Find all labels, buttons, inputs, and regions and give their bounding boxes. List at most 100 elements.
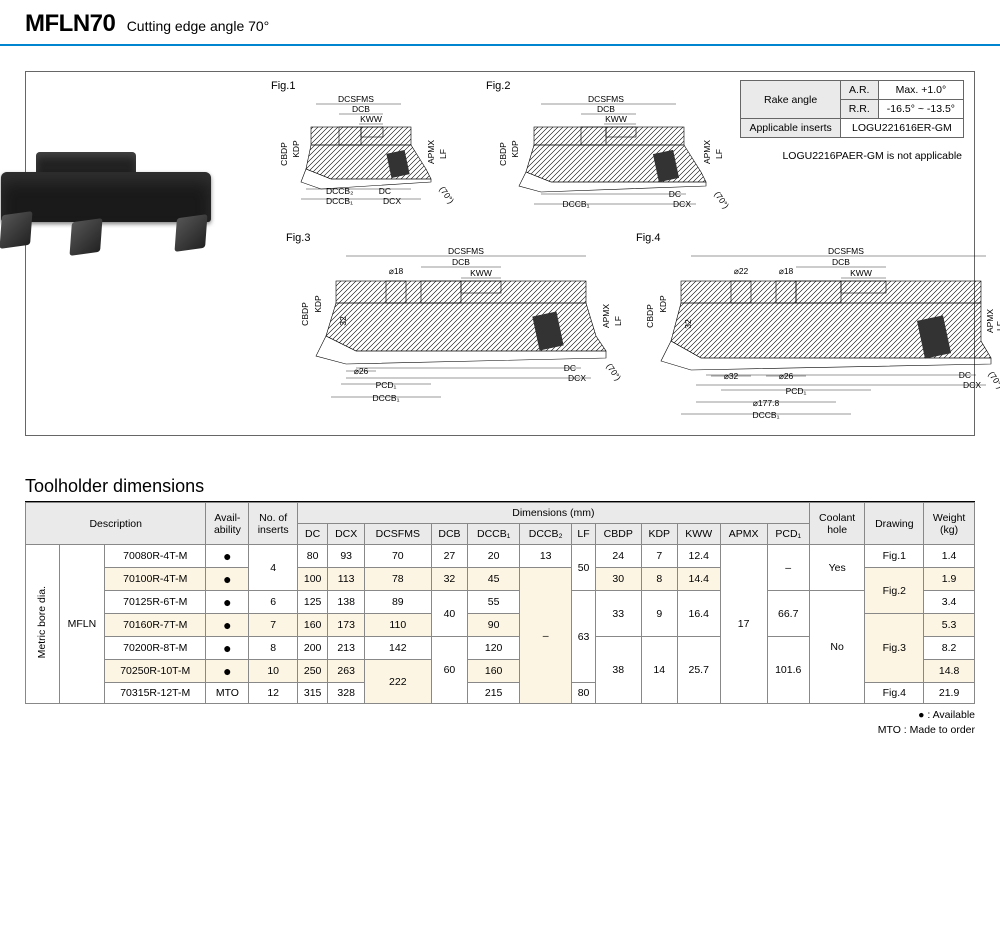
svg-text:DCX: DCX — [383, 196, 401, 206]
svg-text:DCSFMS: DCSFMS — [588, 94, 624, 104]
svg-text:(70°): (70°) — [604, 361, 623, 382]
svg-text:PCD₁: PCD₁ — [786, 386, 807, 396]
dimensions-section: Toolholder dimensions Description Avail-… — [25, 476, 975, 704]
legend-mto: MTO : Made to order — [25, 723, 975, 738]
svg-text:⌀18: ⌀18 — [389, 266, 404, 276]
code-cell: 70100R-4T-M — [105, 568, 206, 591]
series-label: MFLN — [59, 545, 104, 704]
inserts-value: LOGU221616ER-GM — [840, 119, 963, 138]
svg-text:KDP: KDP — [291, 140, 301, 158]
svg-text:32: 32 — [683, 319, 693, 329]
group-label: Metric bore dia. — [26, 545, 60, 704]
svg-text:PCD₁: PCD₁ — [376, 380, 397, 390]
svg-text:(70°): (70°) — [712, 189, 731, 210]
svg-text:CBDP: CBDP — [498, 142, 508, 166]
col-lf: LF — [572, 524, 595, 545]
svg-text:DCCB₁: DCCB₁ — [563, 199, 590, 209]
svg-text:(70°): (70°) — [437, 184, 456, 205]
figure-3: Fig.3 DCSFMS DCB ⌀18 KWW KDP CBDP 32 APM… — [286, 232, 626, 424]
figure-2: Fig.2 DCSFMS DCB KWW KDP CBDP APMX LF (7… — [486, 80, 746, 217]
svg-text:DC: DC — [379, 186, 391, 196]
svg-text:⌀22: ⌀22 — [734, 266, 749, 276]
svg-text:32: 32 — [338, 316, 348, 326]
svg-text:KWW: KWW — [470, 268, 492, 278]
code-cell: 70200R-8T-M — [105, 637, 206, 660]
col-dimensions-group: Dimensions (mm) — [297, 503, 809, 524]
code-cell: 70315R-12T-M — [105, 683, 206, 704]
fig2-label: Fig.2 — [486, 80, 746, 92]
col-weight: Weight (kg) — [924, 503, 975, 545]
fig4-label: Fig.4 — [636, 232, 996, 244]
svg-text:KWW: KWW — [605, 114, 627, 124]
col-pcd1: PCD₁ — [767, 524, 809, 545]
col-dcb: DCB — [431, 524, 468, 545]
svg-text:CBDP: CBDP — [300, 302, 310, 326]
code-cell: 70080R-4T-M — [105, 545, 206, 568]
diagram-panel: Fig.1 DCSFMS DCB KWW KDP CBDP APMX LF (7… — [25, 71, 975, 436]
fig1-label: Fig.1 — [271, 80, 471, 92]
svg-text:CBDP: CBDP — [645, 304, 655, 328]
col-dcx: DCX — [328, 524, 365, 545]
svg-text:LF: LF — [438, 149, 448, 159]
product-photo — [1, 152, 231, 302]
svg-text:DCSFMS: DCSFMS — [828, 246, 864, 256]
svg-text:KDP: KDP — [313, 295, 323, 313]
ar-value: Max. +1.0° — [878, 81, 963, 100]
rake-angle-label: Rake angle — [741, 81, 840, 119]
col-description: Description — [26, 503, 206, 545]
code-cell: 70125R-6T-M — [105, 591, 206, 614]
info-note: LOGU2216PAER-GM is not applicable — [782, 150, 962, 162]
rr-value: -16.5° ~ -13.5° — [878, 100, 963, 119]
legend-available: ● : Available — [25, 708, 975, 723]
svg-text:APMX: APMX — [702, 140, 712, 164]
product-subtitle: Cutting edge angle 70° — [127, 18, 270, 34]
col-kww: KWW — [677, 524, 720, 545]
dimensions-title: Toolholder dimensions — [25, 476, 975, 502]
svg-text:LF: LF — [613, 316, 623, 326]
rr-label: R.R. — [840, 100, 878, 119]
svg-text:LF: LF — [995, 321, 1000, 331]
svg-text:APMX: APMX — [601, 304, 611, 328]
col-coolant: Coolant hole — [809, 503, 865, 545]
col-dc: DC — [297, 524, 327, 545]
svg-text:LF: LF — [714, 149, 724, 159]
svg-text:DCB: DCB — [832, 257, 850, 267]
svg-text:DCB: DCB — [597, 104, 615, 114]
svg-text:DCB: DCB — [452, 257, 470, 267]
col-drawing: Drawing — [865, 503, 924, 545]
info-table: Rake angle A.R. Max. +1.0° R.R. -16.5° ~… — [740, 80, 964, 138]
svg-text:DCSFMS: DCSFMS — [338, 94, 374, 104]
figure-1: Fig.1 DCSFMS DCB KWW KDP CBDP APMX LF (7… — [271, 80, 471, 212]
col-inserts: No. of inserts — [249, 503, 298, 545]
col-cbdp: CBDP — [595, 524, 641, 545]
svg-text:KDP: KDP — [510, 140, 520, 158]
table-row: 70125R-6T-M●61251388940556333916.466.7No… — [26, 591, 975, 614]
product-code: MFLN70 — [25, 10, 115, 38]
svg-text:(70°): (70°) — [986, 369, 1000, 390]
inserts-label: Applicable inserts — [741, 119, 840, 138]
svg-text:⌀18: ⌀18 — [779, 266, 794, 276]
col-dcsfms: DCSFMS — [365, 524, 432, 545]
dimensions-table: Description Avail- ability No. of insert… — [25, 502, 975, 704]
col-availability: Avail- ability — [206, 503, 249, 545]
page-header: MFLN70 Cutting edge angle 70° — [0, 0, 1000, 46]
ar-label: A.R. — [840, 81, 878, 100]
svg-text:DCCB₁: DCCB₁ — [753, 410, 780, 420]
svg-text:APMX: APMX — [426, 140, 436, 164]
svg-text:KWW: KWW — [360, 114, 382, 124]
avail-cell: ● — [206, 545, 249, 568]
col-apmx: APMX — [720, 524, 767, 545]
col-dccb1: DCCB₁ — [468, 524, 520, 545]
svg-text:APMX: APMX — [985, 309, 995, 333]
col-kdp: KDP — [641, 524, 677, 545]
svg-text:DCCB₁: DCCB₁ — [373, 393, 400, 403]
svg-text:CBDP: CBDP — [279, 142, 289, 166]
figure-4: Fig.4 DCSFMS DCB ⌀22 ⌀18 KWW KDP CBDP 32… — [636, 232, 996, 439]
svg-text:KWW: KWW — [850, 268, 872, 278]
svg-text:DCB: DCB — [352, 104, 370, 114]
svg-text:DCSFMS: DCSFMS — [448, 246, 484, 256]
svg-text:⌀177.8: ⌀177.8 — [753, 398, 780, 408]
code-cell: 70160R-7T-M — [105, 614, 206, 637]
code-cell: 70250R-10T-M — [105, 660, 206, 683]
svg-text:DCCB₁: DCCB₁ — [326, 196, 353, 206]
